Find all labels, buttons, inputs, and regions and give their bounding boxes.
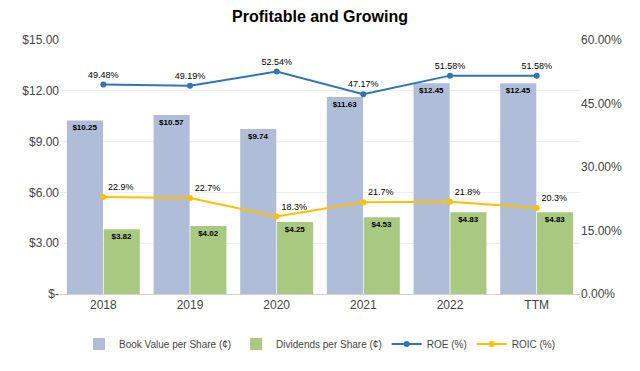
svg-text:49.19%: 49.19% xyxy=(175,71,206,81)
svg-text:47.17%: 47.17% xyxy=(348,79,379,89)
svg-text:18.3%: 18.3% xyxy=(281,202,307,212)
svg-text:$3.00: $3.00 xyxy=(29,236,59,250)
svg-text:$10.25: $10.25 xyxy=(72,123,97,132)
svg-text:TTM: TTM xyxy=(524,298,549,312)
svg-text:2020: 2020 xyxy=(263,298,290,312)
svg-text:22.9%: 22.9% xyxy=(108,182,134,192)
svg-text:$12.00: $12.00 xyxy=(22,84,59,98)
svg-text:21.7%: 21.7% xyxy=(368,187,394,197)
svg-text:$4.02: $4.02 xyxy=(198,229,219,238)
svg-text:$6.00: $6.00 xyxy=(29,186,59,200)
svg-text:$9.00: $9.00 xyxy=(29,135,59,149)
svg-text:2018: 2018 xyxy=(90,298,117,312)
svg-text:20.3%: 20.3% xyxy=(541,193,567,203)
svg-text:$9.74: $9.74 xyxy=(248,132,269,141)
svg-text:52.54%: 52.54% xyxy=(261,57,292,67)
svg-text:$12.45: $12.45 xyxy=(506,86,531,95)
svg-text:Dividends per Share (¢): Dividends per Share (¢) xyxy=(276,339,382,350)
svg-text:2019: 2019 xyxy=(177,298,204,312)
svg-text:49.48%: 49.48% xyxy=(88,70,119,80)
svg-text:$11.63: $11.63 xyxy=(333,100,358,109)
svg-text:$4.83: $4.83 xyxy=(545,215,566,224)
svg-text:$4.25: $4.25 xyxy=(285,225,306,234)
svg-text:$12.45: $12.45 xyxy=(419,86,444,95)
svg-text:30.00%: 30.00% xyxy=(581,160,622,174)
svg-text:Profitable and Growing: Profitable and Growing xyxy=(232,8,408,25)
svg-text:51.58%: 51.58% xyxy=(521,61,552,71)
svg-text:$4.53: $4.53 xyxy=(371,220,392,229)
svg-text:0.00%: 0.00% xyxy=(581,287,615,301)
svg-text:60.00%: 60.00% xyxy=(581,33,622,47)
svg-text:22.7%: 22.7% xyxy=(195,183,221,193)
svg-text:$-: $- xyxy=(48,287,59,301)
svg-text:$10.57: $10.57 xyxy=(159,118,184,127)
svg-text:51.58%: 51.58% xyxy=(435,61,466,71)
svg-text:$3.82: $3.82 xyxy=(111,232,132,241)
svg-text:45.00%: 45.00% xyxy=(581,97,622,111)
svg-text:15.00%: 15.00% xyxy=(581,224,622,238)
svg-text:$4.83: $4.83 xyxy=(458,215,479,224)
svg-text:2021: 2021 xyxy=(350,298,377,312)
svg-text:Book Value per Share (¢): Book Value per Share (¢) xyxy=(119,339,231,350)
svg-text:$15.00: $15.00 xyxy=(22,33,59,47)
svg-text:ROE (%): ROE (%) xyxy=(427,339,467,350)
svg-text:21.8%: 21.8% xyxy=(455,187,481,197)
svg-text:2022: 2022 xyxy=(437,298,464,312)
svg-text:ROIC (%): ROIC (%) xyxy=(512,339,555,350)
